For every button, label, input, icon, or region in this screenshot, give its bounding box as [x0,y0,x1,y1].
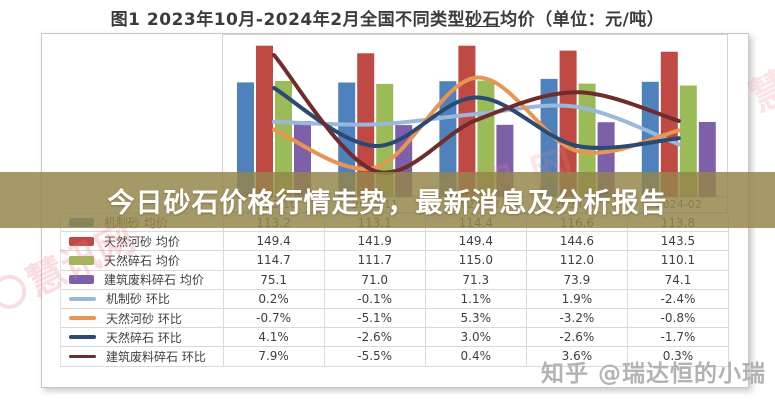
series-label: 建筑废料碎石 均价 [104,273,204,288]
bar-天然河砂 均价-2024-01 [559,50,577,197]
legend-line-key-icon [69,316,96,320]
series-label: 天然碎石 环比 [106,330,182,345]
value-cell-天然河砂 环比-2023-11: -5.1% [323,308,425,328]
zhihu-watermark: 知乎 @瑞达恒的小瑞 [541,361,767,387]
value-cell-天然河砂 均价-2024-02: 143.5 [626,232,728,251]
table-row-建筑废料碎石 环比: 建筑废料碎石 环比 7.9% -5.5% 0.4% 3.6% 0.3% [61,347,728,367]
value-cell-建筑废料碎石 环比-2023-10: 7.9% [222,347,324,366]
series-label: 天然碎石 均价 [104,253,180,268]
value-cell-天然河砂 均价-2023-11: 141.9 [323,232,425,251]
series-label: 天然河砂 均价 [104,234,180,249]
table-row-天然碎石 环比: 天然碎石 环比 4.1% -2.6% 3.0% -2.6% -1.7% [61,328,728,348]
value-cell-机制砂 环比-2024-01: 1.9% [525,289,627,308]
legend-bar-key-icon [69,255,94,265]
value-cell-天然碎石 环比-2023-12: 3.0% [424,328,526,347]
value-cell-天然碎石 均价-2024-01: 112.0 [525,251,627,270]
value-cell-机制砂 环比-2023-10: 0.2% [222,289,324,308]
value-cell-机制砂 环比-2023-11: -0.1% [323,289,425,308]
series-name-cell: 天然碎石 均价 [61,251,223,269]
legend-line-key-icon [69,297,96,301]
value-cell-机制砂 环比-2024-02: -2.4% [626,289,728,308]
value-cell-建筑废料碎石 均价-2023-10: 75.1 [222,270,324,289]
headline-overlay-banner: 今日砂石价格行情走势，最新消息及分析报告 [0,172,775,228]
series-label: 天然河砂 环比 [106,311,182,326]
data-table: 机制砂 均价113.2113.1114.4116.6113.8天然河砂 均价14… [60,213,729,367]
value-cell-建筑废料碎石 环比-2024-02: 0.3% [626,347,728,366]
value-cell-天然河砂 均价-2024-01: 144.6 [525,232,627,251]
line-天然河砂 环比 [272,75,681,171]
value-cell-天然碎石 均价-2024-02: 110.1 [626,251,728,270]
bar-天然碎石 均价-2023-10 [275,80,292,197]
table-row-天然碎石 均价: 天然碎石 均价 114.7 111.7 115.0 112.0 110.1 [61,251,728,271]
value-cell-天然河砂 均价-2023-12: 149.4 [424,232,526,251]
bar-天然碎石 均价-2024-02 [679,85,697,197]
bar-天然碎石 均价-2023-11 [376,83,394,197]
value-cell-天然碎石 环比-2023-10: 4.1% [222,328,324,347]
value-cell-建筑废料碎石 均价-2023-11: 71.0 [323,270,425,289]
page-title-prefix: 图1 2023年10月-2024年2月全国不同类型 [110,10,466,30]
series-name-cell: 建筑废料碎石 均价 [61,271,223,289]
value-cell-建筑废料碎石 均价-2024-01: 73.9 [525,270,627,289]
headline-text: 今日砂石价格行情走势，最新消息及分析报告 [107,187,668,219]
series-label: 机制砂 环比 [106,292,170,307]
line-建筑废料碎石 环比 [272,53,681,175]
series-name-cell: 天然河砂 均价 [61,232,223,250]
table-row-建筑废料碎石 均价: 建筑废料碎石 均价 75.1 71.0 71.3 73.9 74.1 [61,270,728,290]
page-title: 图1 2023年10月-2024年2月全国不同类型砂石均价（单位：元/吨） [0,5,775,30]
value-cell-天然碎石 均价-2023-12: 115.0 [424,251,526,270]
table-row-天然河砂 均价: 天然河砂 均价 149.4 141.9 149.4 144.6 143.5 [61,232,728,252]
line-机制砂 环比 [272,103,681,147]
line-天然碎石 环比 [272,86,681,150]
value-cell-建筑废料碎石 环比-2023-11: -5.5% [323,347,425,366]
series-name-cell: 天然河砂 环比 [61,309,223,327]
table-row-机制砂 环比: 机制砂 环比 0.2% -0.1% 1.1% 1.9% -2.4% [61,289,728,309]
value-cell-天然河砂 环比-2023-12: 5.3% [424,308,526,328]
legend-line-key-icon [69,335,96,339]
value-cell-建筑废料碎石 环比-2024-01: 3.6% [525,347,627,366]
legend-line-key-icon [69,354,96,359]
value-cell-建筑废料碎石 环比-2023-12: 0.4% [424,347,526,366]
value-cell-天然碎石 环比-2023-11: -2.6% [323,328,425,347]
value-cell-机制砂 环比-2023-12: 1.1% [424,289,526,308]
series-name-cell: 建筑废料碎石 环比 [61,347,223,365]
value-cell-天然河砂 均价-2023-10: 149.4 [222,232,324,251]
page-title-underlined: 砂石 [465,10,501,30]
value-cell-天然河砂 环比-2024-01: -3.2% [525,308,627,328]
series-name-cell: 机制砂 环比 [61,290,223,308]
value-cell-天然碎石 环比-2024-01: -2.6% [525,328,627,347]
bar-机制砂 均价-2023-10 [237,82,254,197]
huixun-logo-ring-icon [0,268,32,315]
value-cell-天然河砂 环比-2024-02: -0.8% [626,308,728,328]
bar-天然河砂 均价-2023-10 [256,45,273,198]
legend-bar-key-icon [69,275,94,285]
page-title-suffix: 均价（单位：元/吨） [500,10,665,30]
bar-天然河砂 均价-2024-02 [660,51,678,198]
value-cell-天然河砂 环比-2023-10: -0.7% [222,308,324,328]
value-cell-建筑废料碎石 均价-2023-12: 71.3 [424,270,526,289]
value-cell-天然碎石 均价-2023-10: 114.7 [222,251,324,270]
table-row-天然河砂 环比: 天然河砂 环比 -0.7% -5.1% 5.3% -3.2% -0.8% [61,308,728,329]
value-cell-建筑废料碎石 均价-2024-02: 74.1 [626,270,728,289]
series-label: 建筑废料碎石 环比 [106,349,206,364]
bar-机制砂 均价-2024-01 [540,78,558,197]
series-name-cell: 天然碎石 环比 [61,328,223,346]
value-cell-天然碎石 环比-2024-02: -1.7% [626,328,728,347]
bar-天然碎石 均价-2023-12 [477,80,495,197]
value-cell-天然碎石 均价-2023-11: 111.7 [323,251,425,270]
legend-bar-key-icon [69,236,94,246]
